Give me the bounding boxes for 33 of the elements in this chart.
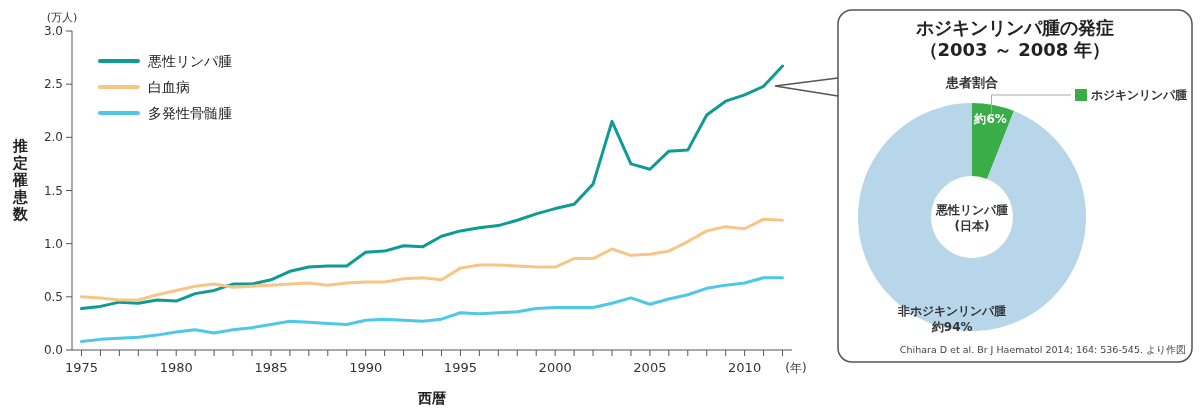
x-tick-label: 2000 (538, 360, 572, 375)
y-tick-label: 2.5 (43, 77, 63, 92)
y-tick-label: 3.0 (43, 24, 63, 38)
y-tick-label: 1.5 (43, 183, 63, 198)
legend-label: 多発性骨髄腫 (148, 105, 232, 121)
text: (年) (785, 361, 807, 375)
line-series (79, 276, 785, 343)
y-axis-title: 推定罹患数 (11, 136, 29, 223)
x-tick-label: 1975 (64, 360, 99, 375)
legend-label: 白血病 (148, 79, 190, 95)
x-tick-label: 1985 (254, 360, 288, 375)
data-label: 約6% (973, 112, 1007, 127)
text: 悪性リンパ腫 (日本) (935, 203, 1008, 233)
x-tick-label: 1980 (159, 360, 193, 375)
y-tick-label: 0.5 (43, 289, 63, 304)
legend-label: ホジキンリンパ腫 (1090, 88, 1187, 102)
x-tick-label: 1990 (349, 360, 383, 375)
chart-title: ホジキンリンパ腫の発症（2003 ～ 2008 年） (915, 17, 1114, 60)
legend-label: 悪性リンパ腫 (147, 53, 232, 69)
slice-label: 非ホジキンリンパ腫 (897, 303, 1007, 318)
y-tick-label: 0.0 (43, 343, 63, 357)
chart-subtitle: 患者割合 (945, 75, 998, 90)
text: (万人) (46, 11, 78, 24)
line-series (79, 217, 785, 302)
x-axis-title: 西暦 (417, 390, 446, 406)
y-tick-label: 1.0 (43, 236, 63, 251)
x-tick-label: 1995 (443, 360, 477, 375)
text: Chihara D et al. Br J Haematol 2014; 164: 536-545. より作図 (899, 344, 1186, 355)
data-label: 約94% (930, 319, 973, 334)
donut-slice (858, 103, 1086, 331)
y-tick-label: 2.0 (43, 130, 63, 145)
x-tick-label: 2010 (728, 360, 762, 375)
x-tick-label: 2005 (633, 360, 667, 375)
